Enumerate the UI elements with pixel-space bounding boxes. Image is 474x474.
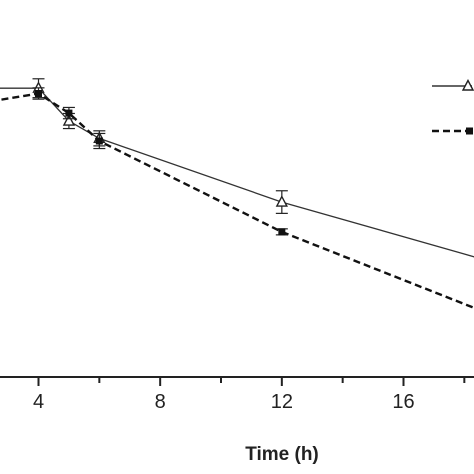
x-tick-label: 12 <box>271 391 293 413</box>
series-group <box>0 78 474 310</box>
x-tick-label: 4 <box>33 391 44 413</box>
x-tick-label: 8 <box>155 391 166 413</box>
x-ticks: 4 8 12 16 <box>33 377 466 413</box>
series-line <box>0 92 474 310</box>
data-point-square <box>65 109 73 117</box>
series-line <box>0 87 474 258</box>
legend-marker-square <box>466 127 473 135</box>
series-2 <box>0 87 474 310</box>
series-1 <box>0 78 474 258</box>
data-point-square <box>278 228 286 236</box>
x-axis-title: Time (h) <box>245 444 319 465</box>
data-point-square <box>35 89 42 97</box>
data-point-triangle <box>62 114 76 126</box>
legend-marker-triangle <box>461 78 474 91</box>
legend <box>432 78 474 135</box>
legend-entry-2 <box>432 127 473 135</box>
legend-entry-1 <box>432 78 474 91</box>
data-point-square <box>95 137 103 145</box>
data-point-triangle <box>275 195 288 207</box>
x-tick-label: 16 <box>392 391 414 413</box>
